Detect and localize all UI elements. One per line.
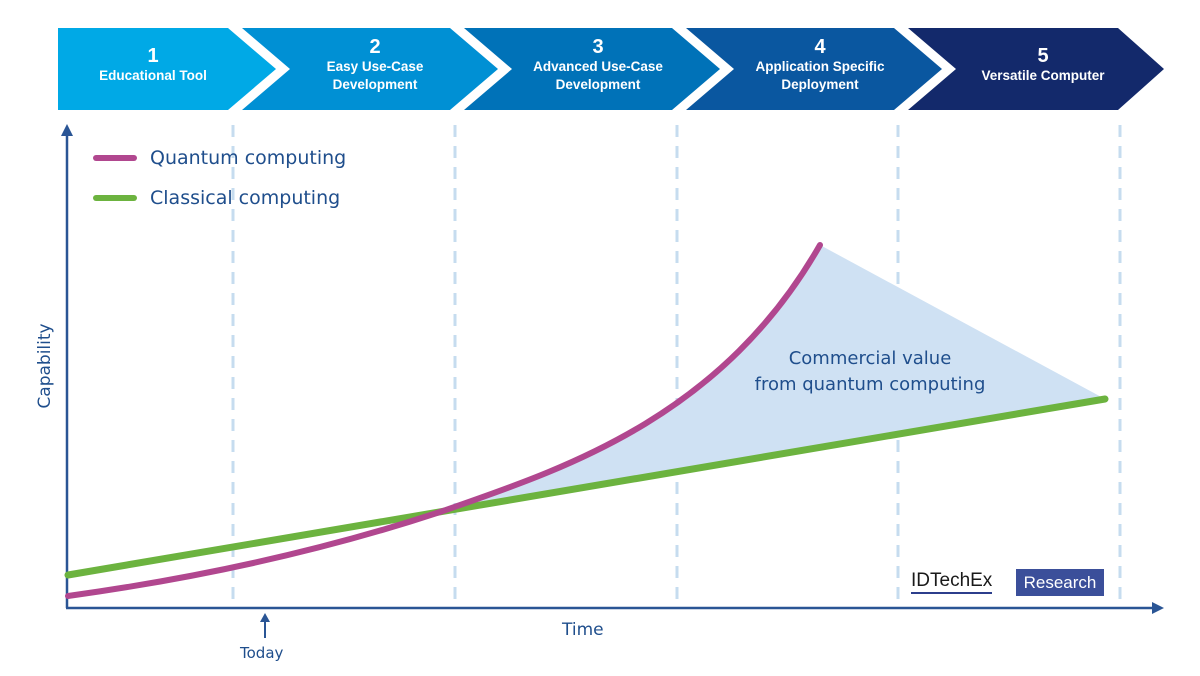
annotation-line-1: Commercial value [788, 348, 952, 369]
axes [65, 133, 1154, 610]
commercial-value-region [440, 245, 1105, 512]
stage-5-label: 5 Versatile Computer [950, 45, 1136, 85]
stage-1-label: 1 Educational Tool [68, 45, 238, 85]
stage-title-line2: Deployment [781, 77, 859, 92]
stage-chevron-4 [686, 28, 942, 110]
classical-computing-line [64, 395, 1109, 579]
stage-title: Easy Use-Case [326, 59, 424, 74]
stage-title: Advanced Use-Case [533, 59, 663, 74]
x-axis-label: Time [562, 620, 604, 640]
stage-4-label: 4 Application Specific Deployment [722, 36, 918, 94]
stage-title: Application Specific [755, 59, 885, 74]
stage-title-line2: Development [555, 77, 641, 92]
commercial-value-annotation: Commercial value from quantum computing [730, 346, 1010, 398]
stage-chevron-2 [242, 28, 498, 110]
legend-quantum-label: Quantum computing [150, 147, 347, 169]
stage-title: Educational Tool [99, 68, 207, 83]
stage-number: 5 [1037, 45, 1049, 67]
stage-number: 1 [147, 45, 159, 67]
research-badge: Research [1016, 569, 1104, 596]
quantum-computing-line [65, 242, 823, 599]
legend-classical-label: Classical computing [150, 187, 341, 209]
stage-2-label: 2 Easy Use-Case Development [280, 36, 470, 94]
stage-number: 3 [592, 36, 604, 58]
stage-gridlines [231, 125, 1122, 608]
today-label: Today [240, 644, 284, 662]
stage-chevron-5 [908, 28, 1164, 110]
today-arrowhead-icon [260, 613, 270, 622]
idtechex-logo: IDTechEx [911, 570, 993, 594]
y-axis-label: Capability [35, 323, 55, 409]
x-axis-arrow-icon [1152, 602, 1164, 614]
stage-3-label: 3 Advanced Use-Case Development [500, 36, 696, 94]
stage-chevron-1 [58, 28, 276, 110]
stage-number: 4 [814, 36, 826, 58]
stage-number: 2 [369, 36, 381, 58]
stage-title: Versatile Computer [981, 68, 1105, 83]
annotation-line-2: from quantum computing [754, 374, 986, 395]
y-axis-arrow-icon [61, 124, 73, 136]
stage-chevron-3 [464, 28, 720, 110]
stage-title-line2: Development [332, 77, 418, 92]
